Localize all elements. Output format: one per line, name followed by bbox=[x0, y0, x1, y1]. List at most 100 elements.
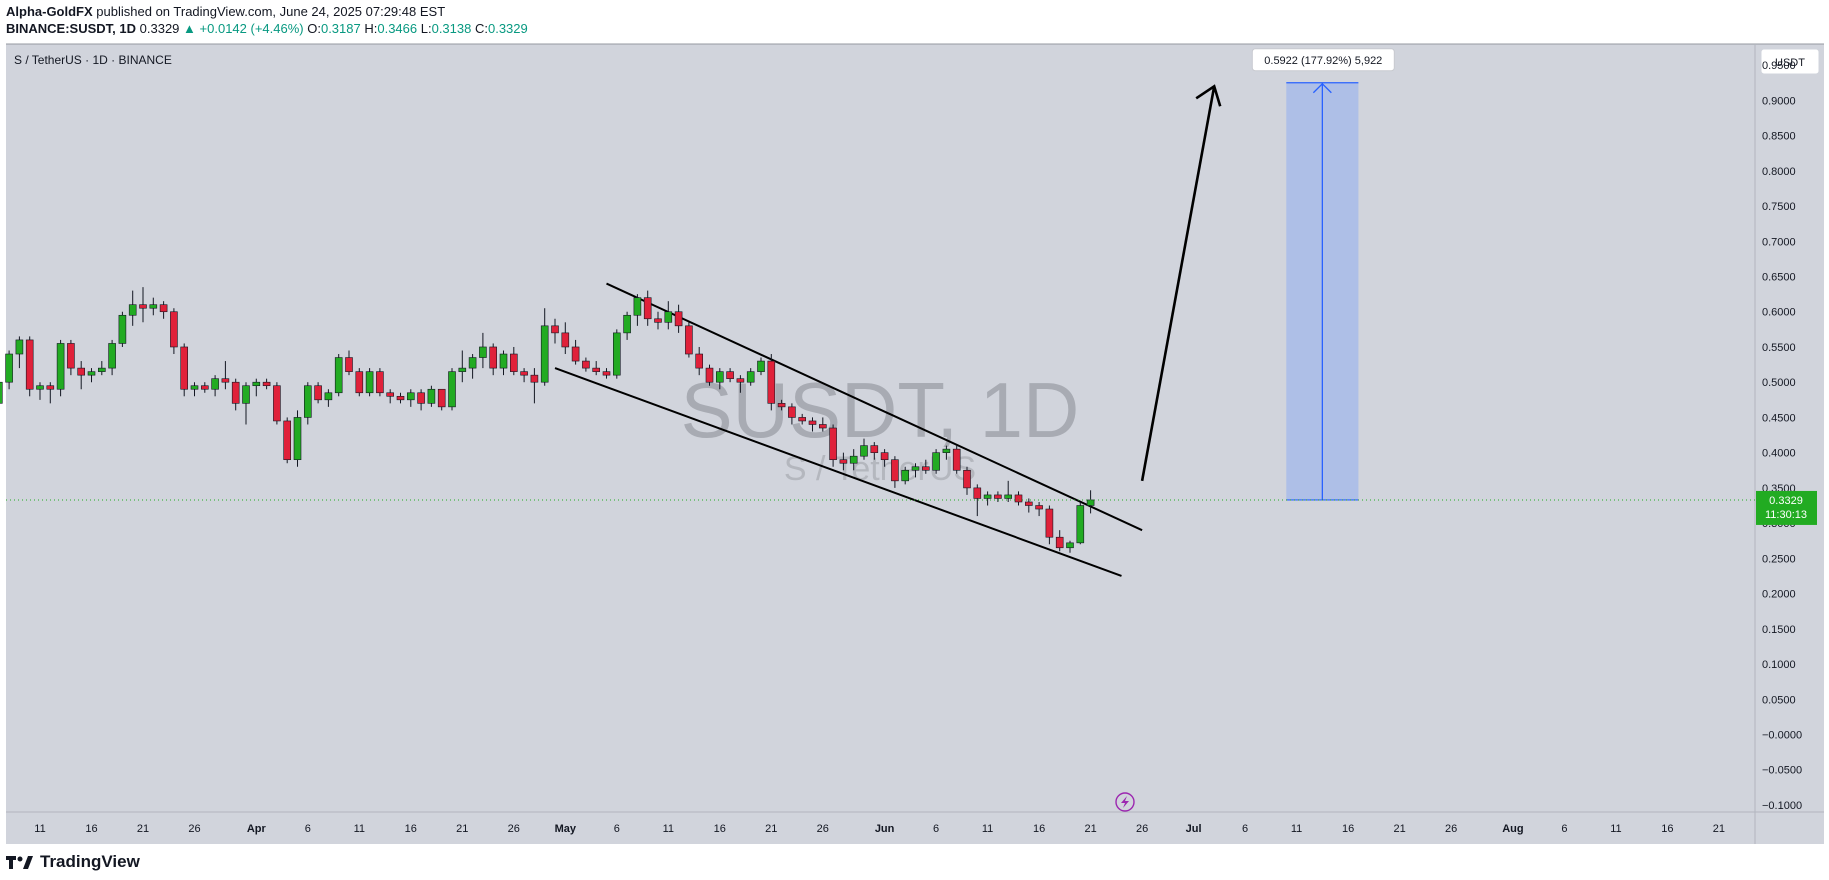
candle-body bbox=[540, 325, 549, 383]
author-name[interactable]: Alpha-GoldFX bbox=[6, 4, 93, 19]
candle-body bbox=[983, 494, 992, 499]
candle-body bbox=[139, 304, 147, 309]
current-price-value: 0.3329 bbox=[1769, 495, 1803, 507]
candle-body bbox=[509, 353, 518, 372]
x-tick-label: 11 bbox=[34, 823, 45, 835]
symbol-label: BINANCE:SUSDT, 1D bbox=[6, 21, 137, 36]
candle bbox=[788, 403, 796, 425]
candle bbox=[757, 357, 765, 376]
currency-label: USDT bbox=[1775, 57, 1805, 69]
breakout-arrow-shaft[interactable] bbox=[1140, 86, 1216, 482]
brand-name[interactable]: TradingView bbox=[40, 852, 140, 871]
candle bbox=[25, 336, 34, 397]
candle-body bbox=[314, 385, 322, 401]
candle-body bbox=[571, 346, 580, 362]
candle-body bbox=[623, 314, 631, 334]
x-tick-label: 21 bbox=[137, 823, 149, 835]
x-axis[interactable]: 11 16 21 26 Apr 6 11 16 21 26 May 6 11 16 21 26 Jun 6 11 16… bbox=[34, 823, 1725, 835]
candle-body bbox=[602, 371, 611, 376]
candle-body bbox=[489, 346, 498, 369]
candle bbox=[180, 343, 188, 397]
projection-arrow-head bbox=[1312, 82, 1332, 94]
y-tick-label: 0.4500 bbox=[1762, 412, 1796, 424]
candle-body bbox=[1045, 508, 1054, 538]
candle bbox=[592, 361, 601, 376]
x-tick-label: 16 bbox=[85, 823, 97, 835]
x-tick-label: 6 bbox=[933, 823, 939, 835]
x-tick-label: 16 bbox=[405, 823, 417, 835]
candle-body bbox=[98, 367, 106, 372]
candle-body bbox=[170, 311, 178, 348]
candle bbox=[118, 311, 127, 347]
lightning-icon[interactable] bbox=[1115, 792, 1135, 812]
candle-body bbox=[242, 385, 250, 404]
candle-body bbox=[1014, 494, 1023, 503]
candle-countdown: 11:30:13 bbox=[1765, 509, 1807, 521]
candle bbox=[551, 318, 559, 344]
x-tick-label: 16 bbox=[1342, 823, 1354, 835]
candle-body bbox=[818, 424, 827, 429]
candle bbox=[1055, 530, 1064, 552]
candle-body bbox=[839, 459, 848, 464]
candle bbox=[973, 484, 982, 517]
candle bbox=[458, 350, 467, 383]
projection-box[interactable]: 0.5922 (177.92%) 5,922 bbox=[1251, 48, 1395, 501]
x-tick-label: 21 bbox=[765, 823, 777, 835]
candle bbox=[870, 442, 879, 460]
candle bbox=[921, 459, 930, 474]
candle-body bbox=[932, 452, 940, 471]
candle bbox=[623, 311, 631, 340]
candle-body bbox=[211, 378, 219, 390]
candles bbox=[0, 287, 1095, 553]
candle-body bbox=[36, 385, 44, 390]
candle-body bbox=[963, 469, 971, 489]
candle bbox=[386, 389, 395, 404]
currency-button[interactable] bbox=[1760, 48, 1820, 75]
drawing-lines[interactable] bbox=[554, 84, 1222, 577]
y-tick-label: −0.1000 bbox=[1762, 800, 1802, 812]
candle-body bbox=[911, 466, 920, 471]
candle-body bbox=[479, 346, 487, 358]
candle bbox=[98, 361, 106, 376]
y-axis[interactable]: 0.9500 0.9000 0.8500 0.8000 0.7500 0.7000 0.65… bbox=[1762, 60, 1802, 812]
candle-body bbox=[56, 343, 65, 390]
candle bbox=[468, 354, 477, 379]
wedge-lower-line[interactable] bbox=[554, 367, 1122, 577]
x-tick-label: 6 bbox=[1561, 823, 1567, 835]
wedge-upper-line[interactable] bbox=[606, 282, 1143, 532]
candle-body bbox=[643, 297, 652, 320]
candle bbox=[654, 311, 662, 330]
candle bbox=[1014, 491, 1023, 506]
candle-body bbox=[1055, 536, 1064, 549]
candle-body bbox=[757, 360, 765, 372]
breakout-arrow-head bbox=[1195, 84, 1222, 107]
candle bbox=[77, 361, 85, 390]
candle bbox=[5, 350, 13, 390]
candle bbox=[829, 424, 837, 467]
x-tick-label: May bbox=[555, 823, 577, 835]
y-tick-label: 0.7500 bbox=[1762, 201, 1796, 213]
y-tick-label: 0.9000 bbox=[1762, 95, 1796, 107]
candle bbox=[170, 308, 178, 355]
candle bbox=[159, 301, 168, 319]
candle bbox=[880, 449, 889, 467]
x-tick-label: 21 bbox=[1713, 823, 1725, 835]
candle bbox=[149, 297, 158, 316]
candle-body bbox=[273, 385, 281, 422]
candle bbox=[190, 382, 199, 397]
candle-body bbox=[973, 487, 982, 499]
candle bbox=[355, 368, 364, 397]
low-label: L: bbox=[420, 21, 432, 36]
candle bbox=[839, 452, 848, 471]
x-tick-label: 6 bbox=[305, 823, 311, 835]
candle bbox=[571, 339, 580, 365]
candle-body bbox=[458, 367, 467, 372]
candle bbox=[448, 368, 456, 411]
x-tick-label: 21 bbox=[456, 823, 468, 835]
tradingview-logo-icon[interactable] bbox=[6, 854, 34, 870]
candle-body bbox=[468, 357, 477, 369]
chart-pane[interactable] bbox=[6, 44, 1824, 844]
candle-body bbox=[942, 448, 951, 453]
candle-body bbox=[1004, 494, 1013, 499]
